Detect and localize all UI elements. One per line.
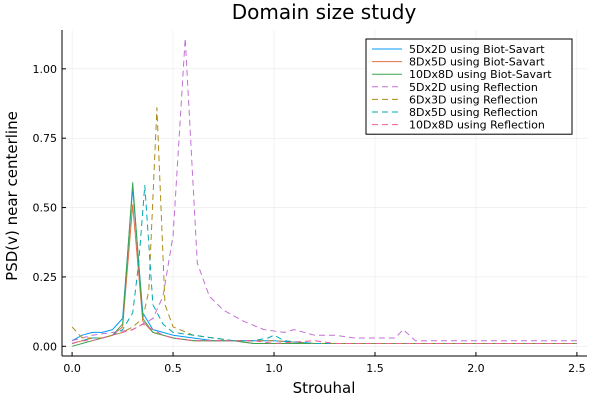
y-tick-label: 1.00 <box>33 63 58 76</box>
x-tick-label: 0.0 <box>63 362 81 375</box>
axes: 0.0 0.5 1.0 1.5 2.0 2.5 0.00 0.25 0.50 0.75 1.00 <box>33 30 587 375</box>
y-tick-label: 0.25 <box>33 271 58 284</box>
y-tick-label: 0.50 <box>33 202 58 215</box>
series-lines <box>71 37 577 347</box>
x-axis-label: Strouhal <box>293 379 356 397</box>
x-tick-label: 2.0 <box>467 362 485 375</box>
legend-label: 6Dx3D using Reflection <box>409 93 538 106</box>
legend-label: 10Dx8D using Reflection <box>409 119 545 132</box>
x-tick-label: 2.5 <box>568 362 586 375</box>
legend-label: 10Dx8D using Biot-Savart <box>409 68 552 81</box>
y-axis-label: PSD(v) near centerline <box>3 111 21 281</box>
legend-box <box>365 38 573 135</box>
chart-title: Domain size study <box>232 0 417 24</box>
y-tick-label: 0.75 <box>33 132 58 145</box>
y-tick-label: 0.00 <box>33 340 58 353</box>
legend-label: 8Dx5D using Reflection <box>409 106 538 119</box>
x-tick-label: 0.5 <box>164 362 182 375</box>
series-line-5dx2d-using-reflection <box>71 37 577 342</box>
x-tick-label: 1.5 <box>366 362 384 375</box>
legend-label: 5Dx2D using Biot-Savart <box>409 43 545 56</box>
legend-label: 8Dx5D using Biot-Savart <box>409 56 545 69</box>
series-line-6dx3d-using-reflection <box>71 107 577 344</box>
x-tick-label: 1.0 <box>265 362 283 375</box>
legend-label: 5Dx2D using Reflection <box>409 81 538 94</box>
